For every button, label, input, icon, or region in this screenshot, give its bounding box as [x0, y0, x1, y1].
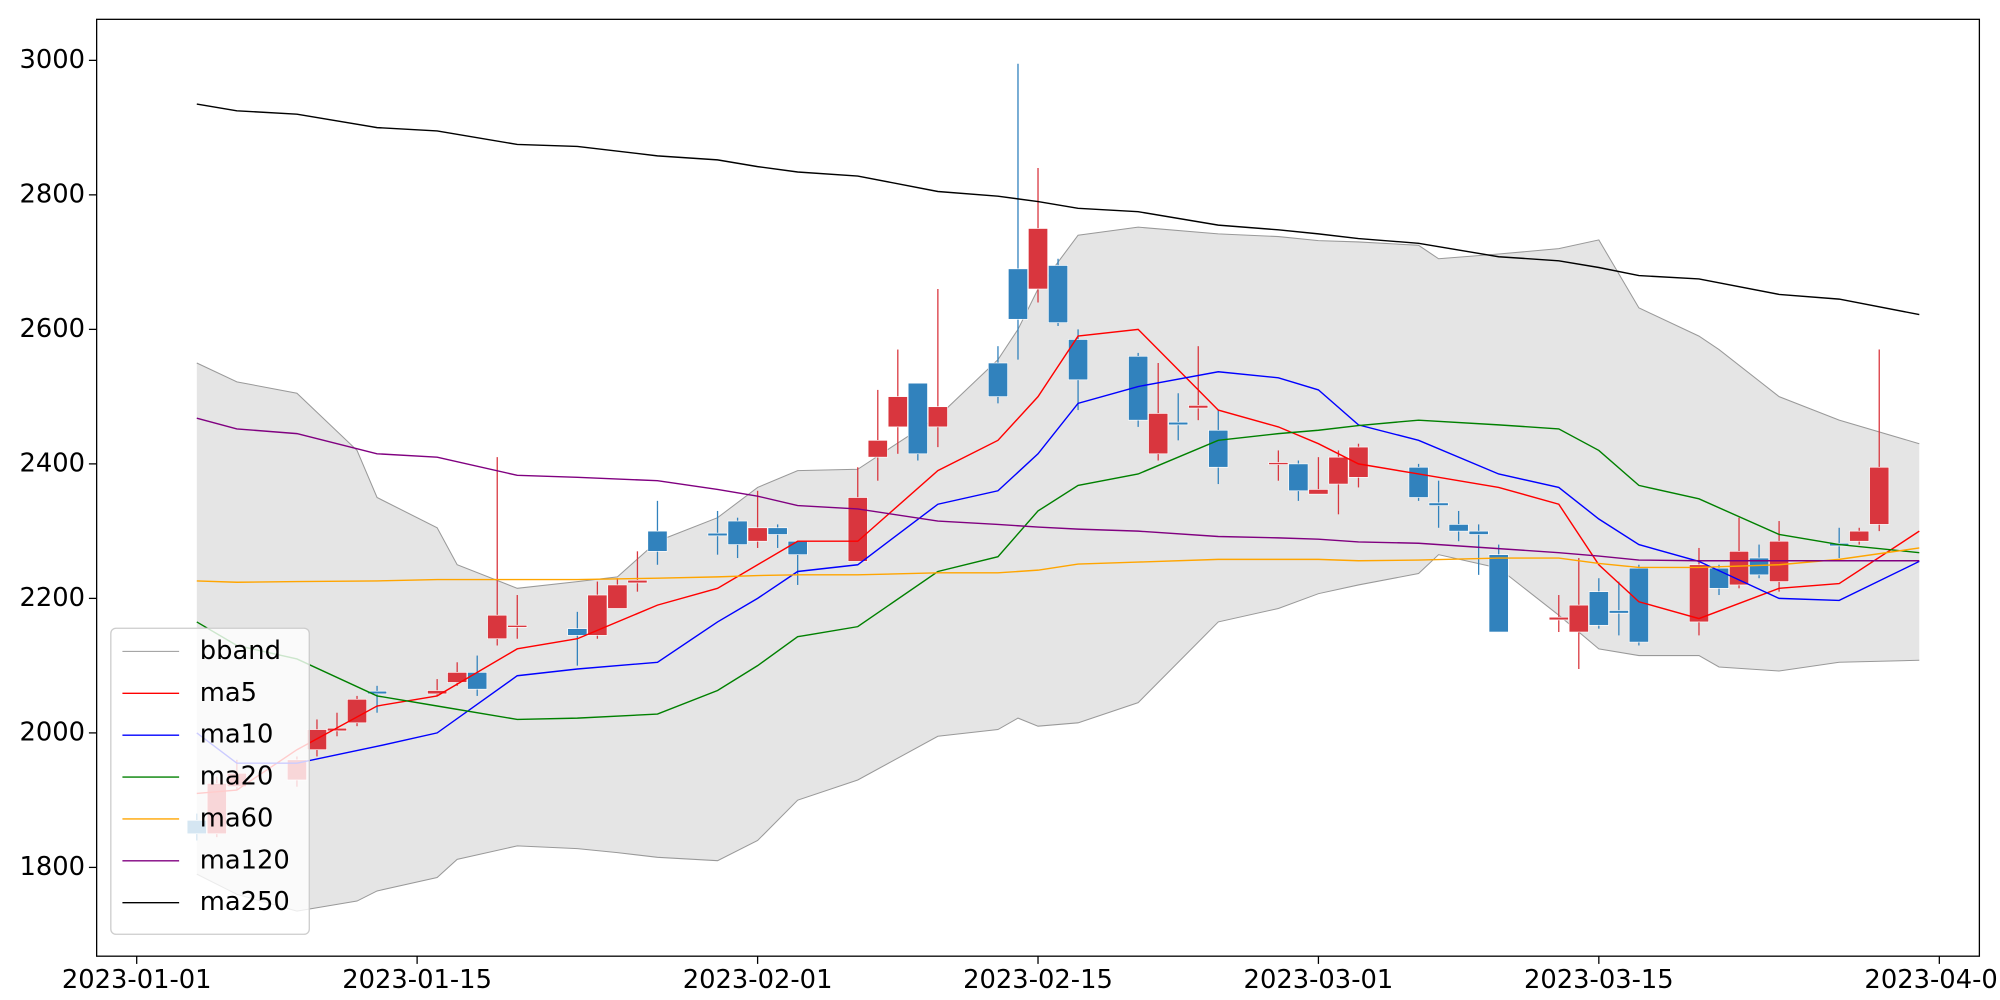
candle-body [1568, 604, 1589, 633]
candle-body [1328, 456, 1349, 485]
candle-body [367, 690, 388, 695]
y-tick-label: 2600 [19, 314, 85, 344]
legend: bband ma5 ma10 ma20 ma60 ma120 ma250 [110, 627, 310, 935]
legend-label: ma10 [200, 720, 274, 750]
x-tick-label: 2023-02-01 [683, 965, 833, 995]
y-tick-label: 2400 [19, 448, 85, 478]
candle-body [347, 698, 368, 724]
candle-body [1628, 567, 1649, 643]
legend-label: ma250 [200, 887, 290, 917]
candle-body [1548, 616, 1569, 621]
candle-body [1208, 429, 1229, 468]
candle-body [1268, 462, 1289, 465]
candle-body [427, 690, 448, 695]
candle-body [487, 614, 508, 640]
line-2 [196, 371, 1920, 764]
y-tick-label: 2800 [19, 179, 85, 209]
candle-body [1448, 524, 1469, 532]
x-tick-label: 2023-01-01 [62, 965, 212, 995]
candle-body [787, 540, 808, 555]
x-tick-label: 2023-04-01 [1864, 965, 2000, 995]
candle-body [1488, 554, 1509, 633]
candle-body [1168, 421, 1189, 426]
candle-body [1148, 413, 1169, 455]
candle-body [887, 396, 908, 428]
candle-body [1288, 463, 1309, 492]
line-6 [196, 103, 1920, 316]
candle-body [1869, 466, 1890, 525]
x-tick-label: 2023-03-01 [1244, 965, 1394, 995]
candle-body [1028, 228, 1049, 290]
candle-body [627, 579, 648, 584]
y-tick-label: 2000 [19, 717, 85, 747]
candle-body [1348, 446, 1369, 478]
candle-body [587, 594, 608, 636]
candle-body [1588, 591, 1609, 626]
candle-body [306, 729, 327, 751]
legend-label: ma20 [200, 762, 274, 792]
x-tick-label: 2023-02-15 [963, 965, 1113, 995]
candle-body [707, 532, 728, 537]
candle-body [1308, 489, 1329, 495]
legend-label: ma5 [200, 678, 257, 708]
line-4 [196, 547, 1920, 583]
line-1 [196, 328, 1920, 795]
band-fill [196, 227, 1920, 912]
candle-body [447, 672, 468, 683]
band-lower [196, 554, 1920, 912]
candle-body [647, 530, 668, 552]
line-3 [196, 419, 1920, 721]
candle-body [1428, 502, 1449, 506]
x-tick-label: 2023-01-15 [342, 965, 492, 995]
y-tick-label: 3000 [19, 45, 85, 75]
candle-body [767, 527, 788, 535]
candle-body [1048, 265, 1069, 323]
candle-body [867, 440, 888, 458]
legend-label: bband [200, 636, 281, 666]
x-tick-label: 2023-03-15 [1524, 965, 1674, 995]
candle-body [507, 624, 528, 628]
band-upper [196, 226, 1920, 589]
candle-body [1007, 268, 1028, 320]
candle-body [747, 527, 768, 542]
candle-body [1688, 564, 1709, 623]
y-tick-label: 1800 [19, 852, 85, 882]
candle-body [907, 382, 928, 455]
candle-body [567, 628, 588, 636]
candle-body [727, 520, 748, 545]
candle-body [1729, 550, 1750, 586]
candle-body [467, 672, 488, 690]
candle-body [1408, 466, 1429, 498]
candle-body [1468, 530, 1489, 535]
candle-body [607, 584, 628, 609]
legend-label: ma60 [200, 803, 274, 833]
candle-body [847, 497, 868, 562]
candle-body [1128, 355, 1149, 421]
line-5 [196, 417, 1920, 562]
candle-body [927, 406, 948, 428]
legend-box [110, 627, 310, 935]
candle-body [1849, 530, 1870, 542]
candle-body [1068, 339, 1089, 381]
legend-label: ma120 [200, 845, 290, 875]
candle-body [987, 362, 1008, 397]
plot-area [186, 63, 1920, 912]
candle-body [1188, 405, 1209, 409]
candle-body [1608, 610, 1629, 614]
y-tick-label: 2200 [19, 583, 85, 613]
